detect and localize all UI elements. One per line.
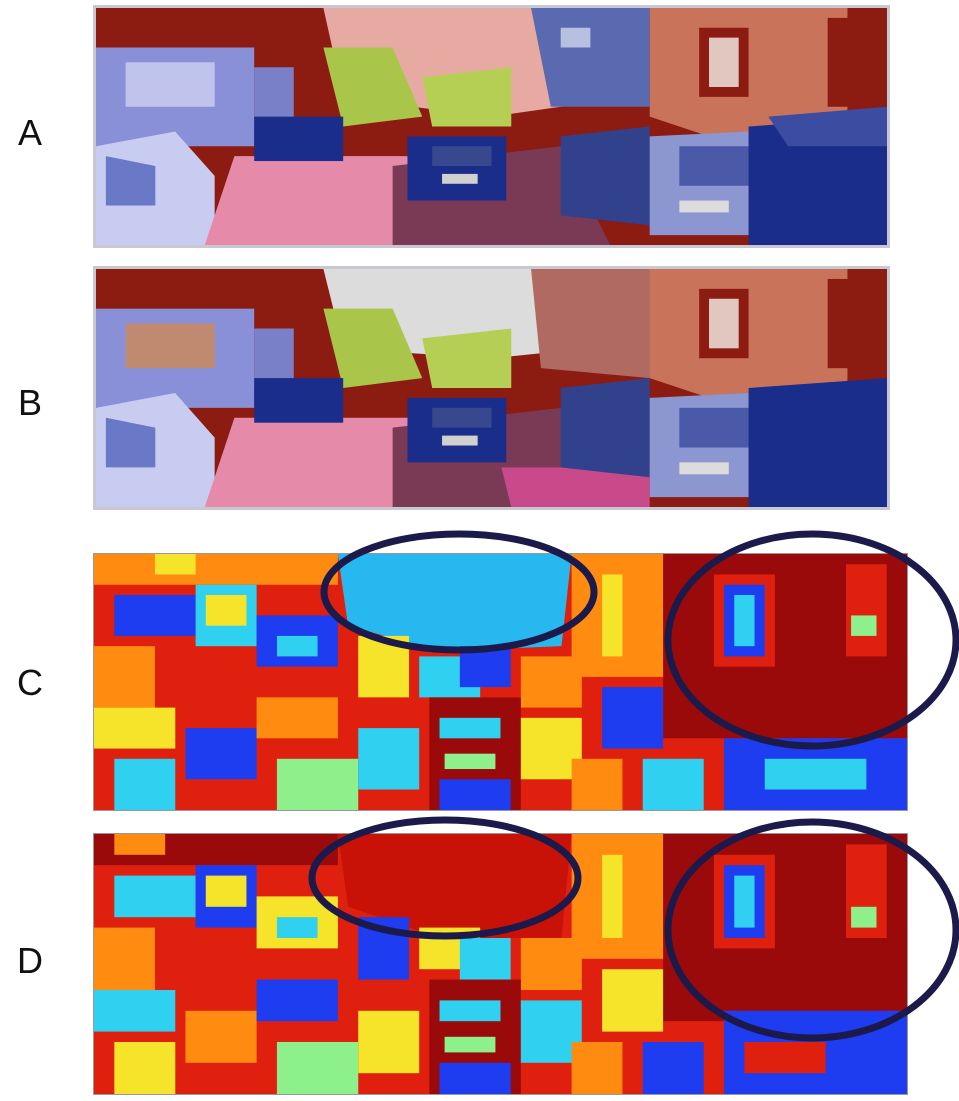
row-label-d: D xyxy=(17,940,43,981)
panel-a-segmentation-overlay xyxy=(93,5,890,248)
panel-c-label-map xyxy=(93,553,908,811)
row-label-b: B xyxy=(17,382,42,423)
street-scene-b xyxy=(96,269,887,507)
label-map-c xyxy=(94,554,907,810)
label-map-d xyxy=(94,834,907,1094)
street-scene-a xyxy=(96,8,887,245)
row-label-c: C xyxy=(17,662,43,703)
row-label-a: A xyxy=(17,112,42,153)
panel-d-label-map xyxy=(93,833,908,1095)
panel-b-segmentation-overlay xyxy=(93,266,890,510)
